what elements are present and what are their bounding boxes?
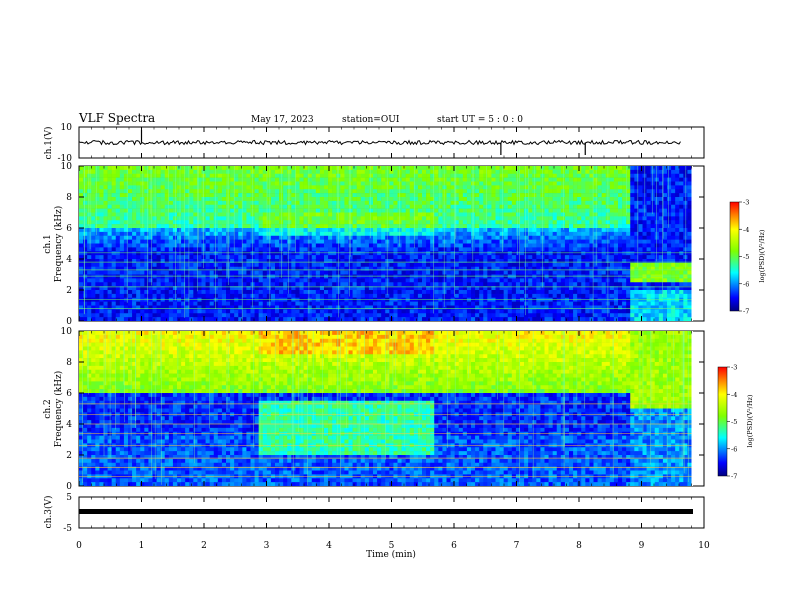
ch2-spec-ytick-2: 2 xyxy=(66,451,72,461)
ch1-colorbar-tick--5: -5 xyxy=(743,253,749,261)
ch1-spec-ytick-8: 8 xyxy=(66,193,72,203)
ch2-spec-ylabel: Frequency (kHz) xyxy=(53,371,64,448)
date-label: May 17, 2023 xyxy=(251,115,314,125)
x-tick-8: 8 xyxy=(576,541,582,551)
x-axis-ticks: 0 1 2 3 4 5 6 7 8 9 10 xyxy=(76,127,710,551)
x-tick-10: 10 xyxy=(698,541,710,551)
x-tick-3: 3 xyxy=(264,541,270,551)
x-tick-7: 7 xyxy=(514,541,520,551)
ch1-waveform-spikes xyxy=(140,130,586,155)
ch1-colorbar-tick--4: -4 xyxy=(743,226,749,234)
ch1-colorbar: -3 -4 -5 -6 -7 log(PSD)(V²/Hz) xyxy=(729,199,766,316)
ch2-colorbar-tick--5: -5 xyxy=(731,418,737,426)
x-tick-6: 6 xyxy=(451,541,457,551)
ch1-spec-ytick-6: 6 xyxy=(66,224,72,234)
station-label: station=OUI xyxy=(342,115,400,125)
ch1-spec-channel-label: ch.1 xyxy=(43,234,53,253)
ch1-spec-ylabel: Frequency (kHz) xyxy=(53,206,64,283)
x-tick-5: 5 xyxy=(389,541,395,551)
ch1-wave-ytick-bottom: -10 xyxy=(58,154,73,164)
ch1-spec-ytick-4: 4 xyxy=(66,255,72,265)
ch1-colorbar-label: log(PSD)(V²/Hz) xyxy=(758,229,766,282)
ch1-spectrogram-image xyxy=(79,166,693,321)
ch1-spec-ytick-2: 2 xyxy=(66,286,72,296)
ch2-colorbar-tick--4: -4 xyxy=(731,391,737,399)
ch2-spec-ytick-0: 0 xyxy=(66,482,72,492)
ch2-colorbar-tick--7: -7 xyxy=(731,473,737,481)
ch3-wave-ylabel: ch.3(V) xyxy=(43,496,54,529)
ch2-spec-ytick-6: 6 xyxy=(66,389,72,399)
x-tick-4: 4 xyxy=(326,541,332,551)
x-axis-label: Time (min) xyxy=(366,549,416,560)
ch1-wave-ytick-top: 10 xyxy=(61,123,73,133)
ch2-spec-yticks: 0 2 4 6 8 10 xyxy=(61,327,704,492)
ch2-spec-ytick-4: 4 xyxy=(66,420,72,430)
x-tick-1: 1 xyxy=(139,541,145,551)
x-tick-2: 2 xyxy=(201,541,207,551)
ch2-spec-channel-label: ch.2 xyxy=(43,399,53,418)
ch1-spec-ytick-0: 0 xyxy=(66,317,72,327)
ch2-colorbar: -3 -4 -5 -6 -7 log(PSD)(V²/Hz) xyxy=(717,364,754,481)
figure-title: VLF Spectra xyxy=(78,111,155,125)
ch2-colorbar-label: log(PSD)(V²/Hz) xyxy=(746,394,754,447)
ch3-wave-ytick-top: 5 xyxy=(66,493,72,503)
ch2-spectrogram-image xyxy=(79,331,693,486)
ch3-wave-ytick-bottom: -5 xyxy=(63,524,72,534)
ch1-spec-ytick-10: 10 xyxy=(61,162,73,172)
ch2-spec-ytick-10: 10 xyxy=(61,327,73,337)
ch3-waveform-trace xyxy=(79,509,693,514)
start-time-label: start UT = 5 : 0 : 0 xyxy=(437,115,523,125)
ch1-colorbar-tick--7: -7 xyxy=(743,308,749,316)
ch1-colorbar-tick--3: -3 xyxy=(743,199,749,207)
x-tick-0: 0 xyxy=(76,541,82,551)
ch2-colorbar-tick--3: -3 xyxy=(731,364,737,372)
ch1-spec-yticks: 0 2 4 6 8 10 xyxy=(61,162,704,327)
ch1-wave-ylabel: ch.1(V) xyxy=(43,127,54,160)
ch2-spec-ytick-8: 8 xyxy=(66,358,72,368)
ch2-colorbar-tick--6: -6 xyxy=(731,445,737,453)
x-tick-9: 9 xyxy=(639,541,645,551)
ch1-waveform-trace xyxy=(78,139,681,146)
ch1-colorbar-tick--6: -6 xyxy=(743,280,749,288)
